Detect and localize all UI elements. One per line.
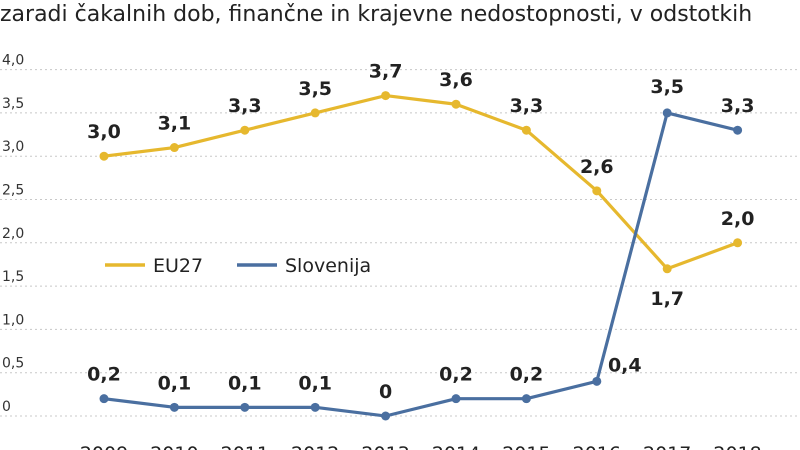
data-label: 2,0: [721, 208, 755, 230]
data-point: [521, 125, 531, 135]
data-label: 0,4: [608, 354, 642, 376]
x-tick-label: 2017: [643, 443, 691, 450]
data-point: [240, 125, 250, 135]
legend-label-slovenija: Slovenija: [285, 255, 371, 277]
data-label: 0,2: [510, 364, 544, 386]
y-tick-label: 2,5: [2, 183, 24, 199]
legend-label-eu27: EU27: [153, 255, 203, 277]
grid-lines: [0, 69, 800, 417]
data-label: 3,6: [439, 69, 473, 91]
x-tick-label: 2013: [361, 443, 409, 450]
chart-subtitle: zaradi čakalnih dob, finančne in krajevn…: [0, 2, 753, 27]
data-point: [451, 99, 461, 109]
data-point: [662, 264, 672, 274]
data-label: 3,3: [228, 95, 262, 117]
data-label: 3,1: [158, 113, 192, 135]
data-point: [169, 402, 179, 412]
data-labels: 3,0 3,1 3,3 3,5 3,7 3,6 3,3 2,6 1,7 2,0 0,2 0,1 0,1 0…: [87, 61, 754, 403]
data-point: [240, 402, 250, 412]
y-tick-label: 0,5: [2, 356, 24, 372]
data-label: 0,1: [158, 372, 192, 394]
data-point: [169, 143, 179, 153]
data-label: 0,1: [228, 372, 262, 394]
series-line-eu27: [103, 93, 739, 271]
y-axis-ticks: 0 0,5 1,0 1,5 2,0 2,5 3,0 3,5 4,0: [2, 53, 24, 415]
data-point: [521, 394, 531, 404]
data-label: 3,3: [721, 95, 755, 117]
data-label: 0,1: [298, 372, 332, 394]
y-tick-label: 3,0: [2, 139, 24, 155]
y-tick-label: 4,0: [2, 53, 24, 69]
data-label: 0: [379, 381, 392, 403]
y-tick-label: 1,5: [2, 269, 24, 285]
y-tick-label: 0: [2, 399, 11, 415]
series-lines: [99, 91, 743, 421]
y-tick-label: 2,0: [2, 226, 24, 242]
x-tick-label: 2011: [221, 443, 269, 450]
data-point: [592, 376, 602, 386]
data-point: [99, 151, 109, 161]
x-tick-label: 2009: [80, 443, 128, 450]
data-point: [310, 108, 320, 118]
data-label: 1,7: [650, 288, 684, 310]
data-point: [381, 411, 391, 421]
x-tick-label: 2015: [502, 443, 550, 450]
legend: EU27 Slovenija: [105, 255, 371, 277]
x-tick-label: 2014: [432, 443, 480, 450]
data-point: [733, 238, 743, 248]
x-axis-ticks: 2009 2010 2011 2012 2013 2014 2015 2016 2017 2018: [80, 443, 762, 450]
data-label: 0,2: [439, 364, 473, 386]
x-tick-label: 2018: [713, 443, 761, 450]
data-point: [662, 108, 672, 118]
data-label: 3,0: [87, 121, 121, 143]
data-label: 2,6: [580, 156, 614, 178]
data-label: 0,2: [87, 364, 121, 386]
x-tick-label: 2012: [291, 443, 339, 450]
data-point: [99, 394, 109, 404]
y-tick-label: 3,5: [2, 96, 24, 112]
series-line-slovenija: [103, 111, 738, 418]
data-point: [592, 186, 602, 196]
data-label: 3,3: [510, 95, 544, 117]
data-point: [451, 394, 461, 404]
data-point: [310, 402, 320, 412]
x-tick-label: 2016: [573, 443, 621, 450]
data-label: 3,7: [369, 61, 403, 83]
y-tick-label: 1,0: [2, 312, 24, 328]
data-label: 3,5: [650, 76, 684, 98]
data-point: [733, 125, 743, 135]
data-point: [381, 91, 391, 101]
data-label: 3,5: [298, 78, 332, 100]
x-tick-label: 2010: [150, 443, 198, 450]
